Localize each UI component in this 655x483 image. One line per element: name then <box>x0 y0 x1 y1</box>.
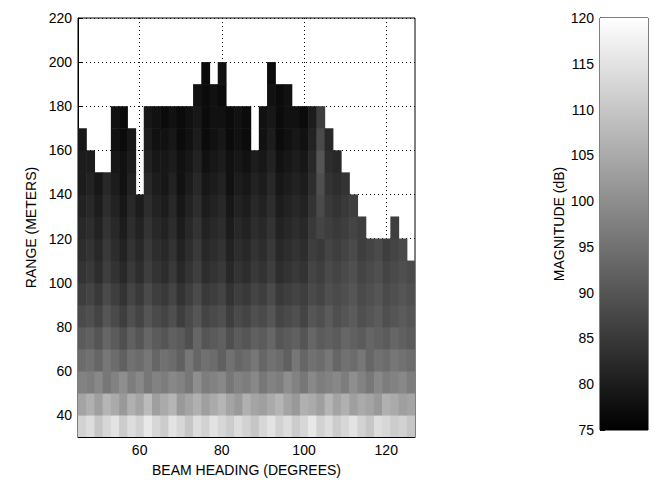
svg-text:MAGNITUDE (dB): MAGNITUDE (dB) <box>551 167 567 281</box>
svg-text:120: 120 <box>571 10 595 26</box>
svg-text:80: 80 <box>578 376 594 392</box>
svg-text:120: 120 <box>49 231 73 247</box>
svg-text:75: 75 <box>578 422 594 438</box>
svg-text:40: 40 <box>56 407 72 423</box>
svg-text:100: 100 <box>292 442 316 458</box>
svg-text:80: 80 <box>56 319 72 335</box>
svg-text:220: 220 <box>49 10 73 26</box>
svg-text:105: 105 <box>571 147 595 163</box>
svg-text:120: 120 <box>375 442 399 458</box>
svg-text:RANGE (METERS): RANGE (METERS) <box>23 167 39 288</box>
svg-text:60: 60 <box>132 442 148 458</box>
svg-text:180: 180 <box>49 98 73 114</box>
svg-text:160: 160 <box>49 142 73 158</box>
svg-text:200: 200 <box>49 54 73 70</box>
svg-text:100: 100 <box>571 193 595 209</box>
svg-text:95: 95 <box>578 239 594 255</box>
svg-text:110: 110 <box>572 102 595 118</box>
svg-text:80: 80 <box>214 442 230 458</box>
svg-text:115: 115 <box>572 56 595 72</box>
svg-text:85: 85 <box>578 330 594 346</box>
svg-text:90: 90 <box>578 285 594 301</box>
svg-text:100: 100 <box>49 275 73 291</box>
svg-text:60: 60 <box>56 363 72 379</box>
svg-text:140: 140 <box>49 186 73 202</box>
svg-text:BEAM HEADING (DEGREES): BEAM HEADING (DEGREES) <box>152 462 341 478</box>
